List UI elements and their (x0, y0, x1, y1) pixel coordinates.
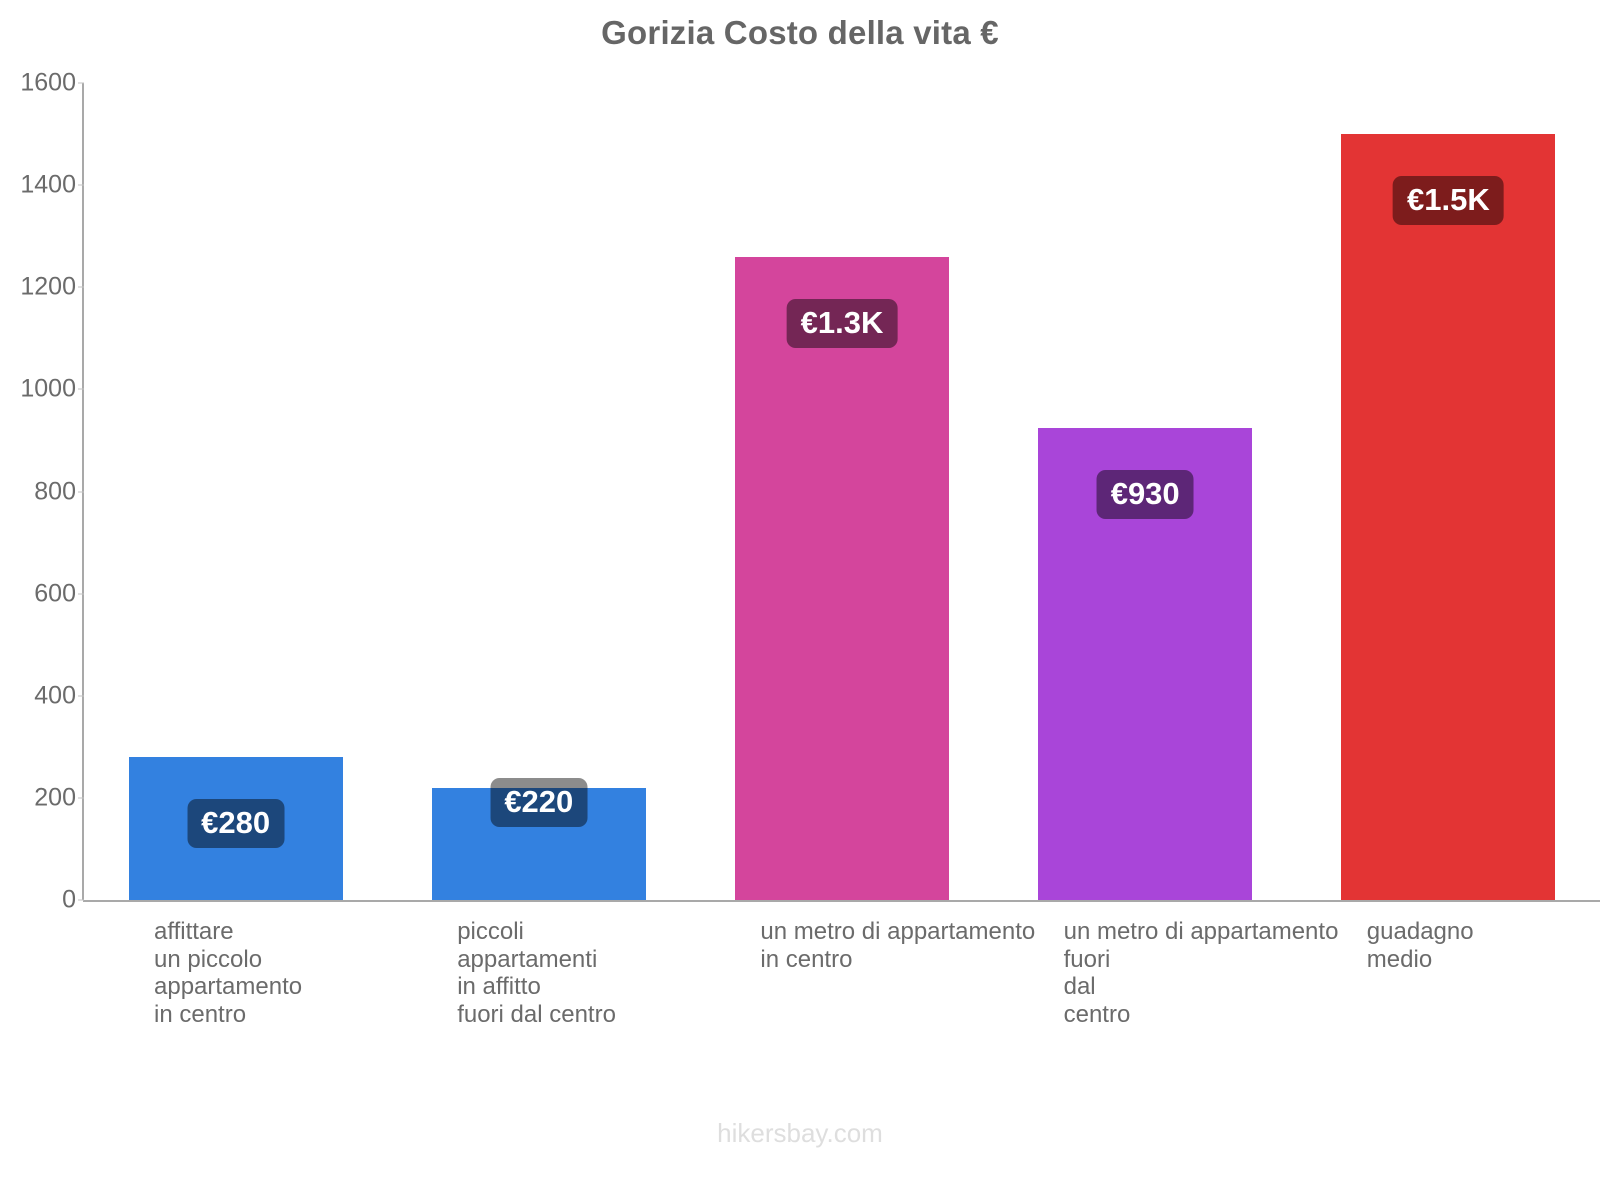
x-axis-category-label-line: un metro di appartamento (760, 918, 1036, 945)
y-axis-tick-mark (78, 797, 84, 799)
x-axis-category-label: un metro di appartamento in centro (760, 918, 1035, 973)
y-axis-tick-label: 600 (34, 579, 76, 608)
x-axis-category-label-line: affittare (154, 918, 234, 945)
x-axis-category-label-line: un metro di appartamento (1063, 918, 1339, 945)
x-axis-category-label: un metro di appartamento fuori dal centro (1064, 918, 1339, 1028)
x-axis-category-label-line: in centro (760, 945, 853, 973)
bar[interactable] (431, 787, 646, 900)
bar-value-label: €280 (187, 799, 285, 849)
bar[interactable] (1341, 134, 1556, 900)
y-axis-tick-label: 1600 (20, 68, 76, 97)
x-axis-category-label-line: dal (1063, 973, 1096, 1000)
y-axis-tick-mark (78, 82, 84, 84)
x-axis-category-label-line: medio (1366, 945, 1433, 973)
y-axis-tick-mark (78, 899, 84, 901)
chart-title: Gorizia Costo della vita € (601, 14, 999, 51)
x-axis-category-label-line: guadagno (1366, 918, 1474, 945)
y-axis-tick-mark (78, 491, 84, 492)
x-axis-category-label-line: appartamenti (457, 945, 598, 973)
y-axis-tick-mark (78, 388, 84, 390)
bar[interactable] (1038, 427, 1253, 900)
y-axis-tick-label: 1200 (20, 272, 76, 301)
x-axis-line (83, 900, 1600, 902)
x-axis-category-labels: affittare un piccolo appartamento in centro… (84, 918, 1600, 1098)
bar-value-label: €1.5K (1393, 176, 1504, 226)
y-axis-tick-mark (78, 184, 84, 186)
x-axis-category-label: piccoli appartamenti in affitto fuori dal c… (457, 918, 616, 1028)
x-axis-category-label-line: appartamento (154, 973, 303, 1000)
x-axis-category-label-line: piccoli (457, 918, 524, 945)
x-axis-category-label-line: in affitto (457, 973, 541, 1000)
x-axis-category-label-line: in centro (154, 1000, 247, 1028)
y-axis-tick-label: 1000 (20, 374, 76, 403)
y-axis-tick-label: 0 (62, 885, 76, 914)
y-axis-tick-label: 200 (34, 783, 76, 812)
bar[interactable] (128, 757, 343, 900)
y-axis-tick-mark (78, 695, 84, 697)
bar[interactable] (735, 256, 949, 900)
x-axis-category-label-line: fuori dal centro (457, 1000, 616, 1028)
bar-value-label: €220 (490, 777, 588, 827)
y-axis-tick-mark (78, 286, 84, 288)
x-axis-category-label: guadagno medio (1367, 918, 1474, 973)
y-axis-tick-label: 800 (34, 477, 76, 505)
bar-value-label: €1.3K (786, 298, 898, 348)
x-axis-category-label-line: fuori (1063, 945, 1111, 973)
y-axis-tick-mark (78, 593, 84, 595)
y-axis-tick-labels: 0 200 400 600 800 1000 1200 1400 1600 (0, 0, 76, 1200)
x-axis-category-label: affittare un piccolo appartamento in centro (154, 918, 302, 1028)
bar-value-label: €930 (1096, 469, 1194, 519)
x-axis-category-label-line: un piccolo (154, 945, 263, 973)
footer-credit: hikersbay.com (717, 1118, 883, 1148)
y-axis-tick-label: 1400 (20, 170, 76, 199)
x-axis-category-label-line: centro (1063, 1000, 1131, 1028)
bars-layer: €280 €220 €1.3K €930 €1.5K (84, 83, 1600, 900)
y-axis-tick-label: 400 (34, 681, 76, 710)
